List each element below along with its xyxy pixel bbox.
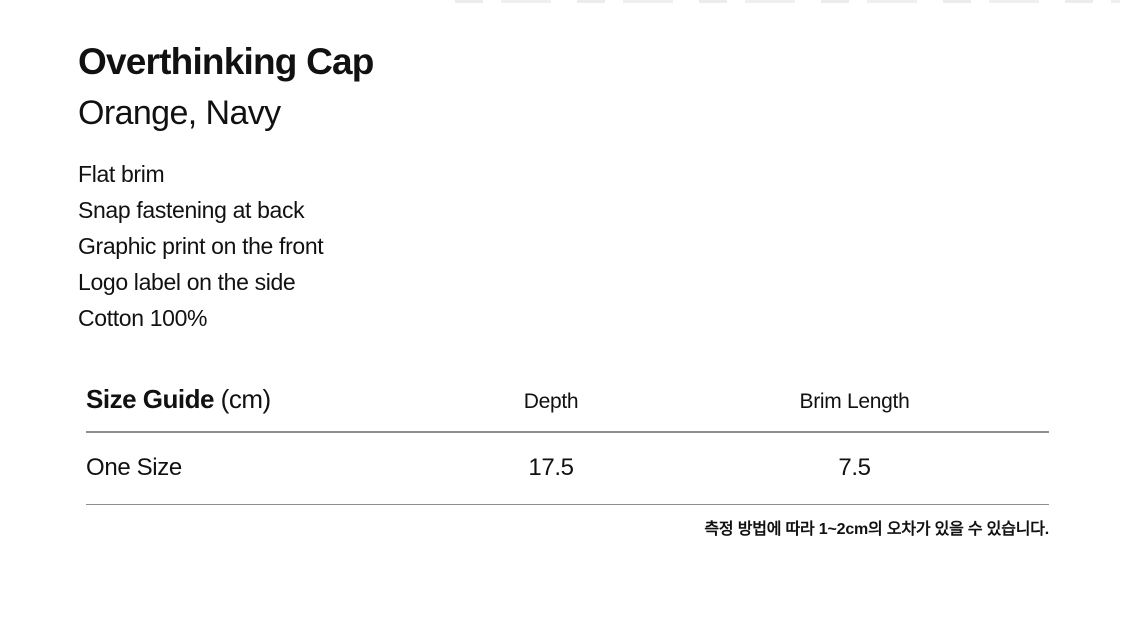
size-guide-header-row: Size Guide (cm) Depth Brim Length <box>86 384 1049 431</box>
table-row-one-size: One Size 17.5 7.5 <box>86 433 1049 504</box>
feature-item-snap-fastening: Snap fastening at back <box>78 197 305 223</box>
column-header-depth: Depth <box>523 390 579 413</box>
feature-list: Flat brim Snap fastening at back Graphic… <box>78 156 324 336</box>
feature-item-cotton: Cotton 100% <box>78 305 208 331</box>
size-guide-unit: (cm) <box>220 384 271 414</box>
product-colorway: Orange, Navy <box>78 94 281 132</box>
feature-item-logo-label: Logo label on the side <box>78 269 296 295</box>
top-cutoff-text-remnant <box>455 0 1120 3</box>
depth-value: 17.5 <box>528 453 574 481</box>
size-guide-table: Size Guide (cm) Depth Brim Length One Si… <box>86 384 1049 541</box>
column-header-brim-length: Brim Length <box>799 390 910 413</box>
size-label: One Size <box>86 453 182 481</box>
product-title: Overthinking Cap <box>78 41 374 82</box>
feature-item-graphic-print: Graphic print on the front <box>78 233 324 259</box>
table-divider-top <box>86 431 1049 433</box>
brim-length-value: 7.5 <box>838 453 871 481</box>
size-guide-title: Size Guide <box>86 384 214 414</box>
size-guide-heading: Size Guide (cm) <box>86 384 442 415</box>
feature-item-flat-brim: Flat brim <box>78 161 165 187</box>
table-divider-bottom <box>86 503 1049 506</box>
measurement-note: 측정 방법에 따라 1~2cm의 오차가 있을 수 있습니다. <box>704 521 1049 539</box>
